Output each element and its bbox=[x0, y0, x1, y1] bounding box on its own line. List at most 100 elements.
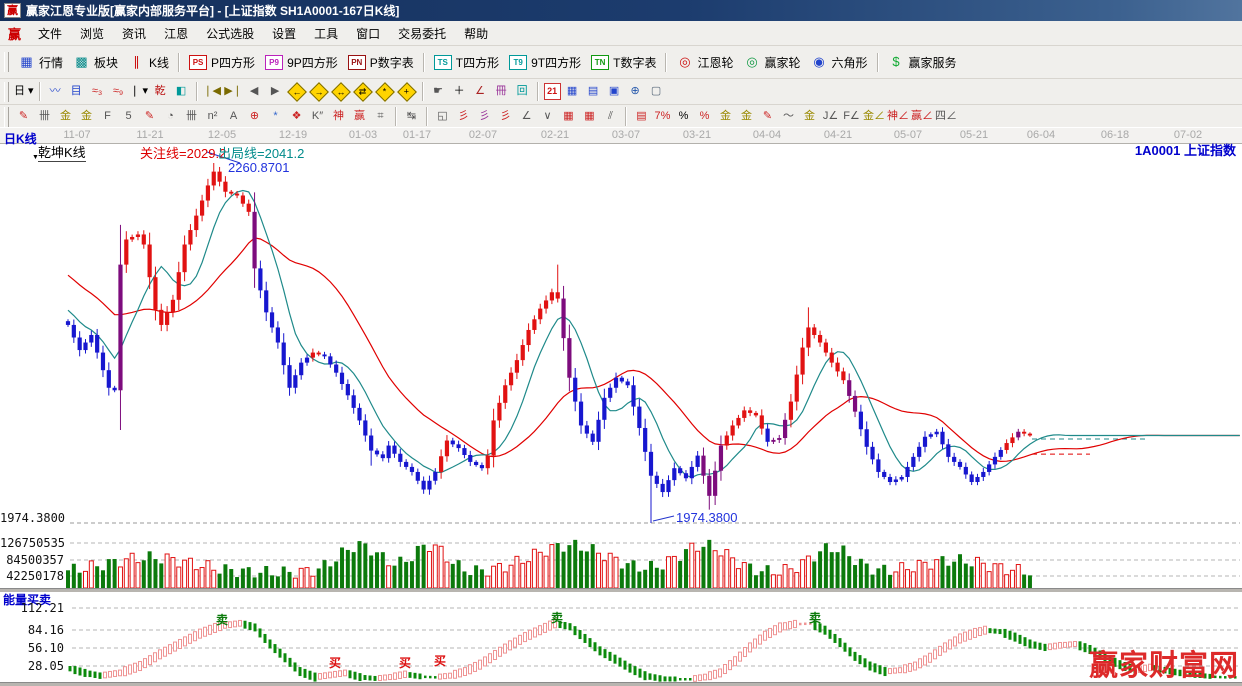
gold-gate-2-icon[interactable]: 金 bbox=[81, 110, 92, 122]
remote-data-icon[interactable]: ▢ bbox=[650, 85, 662, 97]
fan-box-purple-icon[interactable]: 彡 bbox=[479, 110, 490, 122]
shift-left-icon[interactable]: ← bbox=[286, 81, 307, 102]
quotes-button[interactable]: ▦ 行情 bbox=[13, 51, 68, 74]
winner-wheel-button[interactable]: ◎ 赢家轮 bbox=[738, 51, 805, 74]
menu-formula-stock-pick[interactable]: 公式选股 bbox=[206, 26, 255, 41]
gold-line-icon[interactable]: 金 bbox=[741, 110, 752, 122]
p-square-button[interactable]: PS P四方形 bbox=[184, 51, 260, 74]
gold-angle-icon[interactable]: 金∠ bbox=[863, 110, 885, 122]
wave-9-icon[interactable]: ≈₉ bbox=[112, 85, 124, 97]
time-cycle-icon[interactable]: ◔ bbox=[167, 110, 174, 122]
j-angle-icon[interactable]: J∠ bbox=[822, 110, 839, 122]
kline-button[interactable]: ∥ K线 bbox=[123, 51, 174, 74]
width-marker-icon[interactable]: ↹ bbox=[406, 110, 417, 122]
gold-gate-icon[interactable]: 金 bbox=[60, 110, 71, 122]
n-squared-icon[interactable]: n² bbox=[207, 110, 218, 122]
menu-trade-order[interactable]: 交易委托 bbox=[398, 26, 447, 41]
menu-window[interactable]: 窗口 bbox=[356, 26, 381, 41]
compass-target-icon[interactable]: ⊕ bbox=[249, 110, 260, 122]
angle-rays-icon[interactable]: ∠ bbox=[521, 110, 532, 122]
seven-percent-icon[interactable]: 7% bbox=[654, 110, 671, 122]
brush-icon[interactable]: ✎ bbox=[18, 110, 29, 122]
toolbar-grip[interactable] bbox=[4, 52, 9, 72]
menu-tools[interactable]: 工具 bbox=[314, 26, 339, 41]
info-panel-icon[interactable]: 目 bbox=[70, 85, 82, 97]
9p-square-button[interactable]: P9 9P四方形 bbox=[260, 51, 343, 74]
wave-3-icon[interactable]: ≈₃ bbox=[91, 85, 103, 97]
gann-shape-icon[interactable]: 冊 bbox=[495, 85, 507, 97]
kline-period-dropdown[interactable]: 日 ▾ bbox=[14, 85, 34, 97]
starburst-icon[interactable]: * bbox=[273, 110, 278, 122]
menu-news[interactable]: 资讯 bbox=[122, 26, 147, 41]
profile-histogram-icon[interactable]: ◧ bbox=[175, 85, 187, 97]
gold-underline-icon[interactable]: 金 bbox=[804, 110, 815, 122]
menu-gann[interactable]: 江恩 bbox=[164, 26, 189, 41]
v-wave-icon[interactable]: ∨ bbox=[543, 110, 552, 122]
compress-horizontal-icon[interactable]: ⇄ bbox=[352, 81, 373, 102]
angle-measure-icon[interactable]: ∠ bbox=[475, 85, 486, 97]
k-quote-icon[interactable]: K″ bbox=[311, 110, 324, 122]
percent-icon[interactable]: % bbox=[678, 110, 689, 122]
fan-box-red-icon[interactable]: 彡 bbox=[500, 110, 511, 122]
hatch-ruler-icon[interactable]: 卌 bbox=[39, 110, 50, 122]
star-grid-icon[interactable]: ❖ bbox=[291, 110, 302, 122]
hatch-2-icon[interactable]: 卌 bbox=[186, 110, 197, 122]
kline-style-dropdown[interactable]: 乾坤K线 bbox=[38, 142, 86, 162]
f-gate-icon[interactable]: F bbox=[104, 110, 111, 122]
menu-file[interactable]: 文件 bbox=[38, 26, 63, 41]
ying-icon[interactable]: 赢 bbox=[354, 110, 365, 122]
ruler-123-icon[interactable]: ⌗ bbox=[377, 110, 384, 122]
qiankun-stamp-icon[interactable]: 乾 bbox=[154, 85, 166, 97]
t-number-table-button[interactable]: TN T数字表 bbox=[586, 51, 661, 74]
shift-right-icon[interactable]: → bbox=[308, 81, 329, 102]
sectors-button[interactable]: ▩ 板块 bbox=[68, 51, 123, 74]
nav-first-icon[interactable]: ❘◀ bbox=[203, 85, 221, 97]
pattern-overlay-icon[interactable]: 〰 bbox=[49, 85, 61, 97]
zoom-out-all-icon[interactable]: * bbox=[374, 81, 395, 102]
a-channel-icon[interactable]: A bbox=[229, 110, 238, 122]
toolbar-grip[interactable] bbox=[4, 106, 9, 127]
measure-table-icon[interactable]: ▤ bbox=[636, 110, 647, 122]
web-update-icon[interactable]: ⊕ bbox=[630, 85, 640, 97]
wave-shape-icon[interactable]: 回 bbox=[516, 85, 528, 97]
calendar-icon[interactable]: 21 bbox=[543, 83, 561, 100]
gold-circle-icon[interactable]: 金 bbox=[720, 110, 731, 122]
notes-icon[interactable]: ▤ bbox=[587, 85, 599, 97]
t-square-button[interactable]: TS T四方形 bbox=[429, 51, 504, 74]
gann-wheel-button[interactable]: ◎ 江恩轮 bbox=[671, 51, 738, 74]
percent-line-icon[interactable]: % bbox=[699, 110, 710, 122]
ink-pen-icon[interactable]: ✎ bbox=[762, 110, 773, 122]
crosshair-icon[interactable]: ＋ bbox=[453, 85, 465, 97]
menu-settings[interactable]: 设置 bbox=[272, 26, 297, 41]
p-number-table-button[interactable]: PN P数字表 bbox=[343, 51, 419, 74]
red-brush-icon[interactable]: ✎ bbox=[144, 110, 155, 122]
shen-icon[interactable]: 神 bbox=[333, 110, 344, 122]
menu-help[interactable]: 帮助 bbox=[464, 26, 489, 41]
9t-square-button[interactable]: T9 9T四方形 bbox=[504, 51, 586, 74]
hexagon-button[interactable]: ◉ 六角形 bbox=[806, 51, 873, 74]
nav-last-icon[interactable]: ▶❘ bbox=[224, 85, 242, 97]
winner-service-button[interactable]: $ 赢家服务 bbox=[883, 51, 962, 74]
calculator-icon[interactable]: ▦ bbox=[566, 85, 578, 97]
shen-angle-icon[interactable]: 神∠ bbox=[887, 110, 909, 122]
chart-canvas[interactable] bbox=[0, 127, 1242, 686]
pan-hand-icon[interactable]: ☛ bbox=[433, 85, 444, 97]
nav-prev-icon[interactable]: ◀ bbox=[249, 85, 259, 97]
ying-angle-icon[interactable]: 赢∠ bbox=[911, 110, 933, 122]
wave-channel-icon[interactable]: ～ bbox=[783, 110, 794, 122]
grid-red-icon[interactable]: ▦ bbox=[563, 110, 574, 122]
zoom-fit-icon[interactable]: + bbox=[396, 81, 417, 102]
candle-style-dropdown[interactable]: ❘ ▾ bbox=[130, 85, 148, 97]
five-gate-icon[interactable]: 5 bbox=[125, 110, 132, 122]
box-corner-icon[interactable]: ◱ bbox=[437, 110, 448, 122]
menu-browse[interactable]: 浏览 bbox=[80, 26, 105, 41]
f-angle-icon[interactable]: F∠ bbox=[843, 110, 860, 122]
si-angle-icon[interactable]: 四∠ bbox=[935, 110, 957, 122]
fan-lines-icon[interactable]: 彡 bbox=[458, 110, 469, 122]
toolbar-grip[interactable] bbox=[4, 81, 9, 102]
nav-next-icon[interactable]: ▶ bbox=[270, 85, 280, 97]
grid-red-2-icon[interactable]: ▦ bbox=[584, 110, 595, 122]
save-icon[interactable]: ▣ bbox=[608, 85, 620, 97]
expand-horizontal-icon[interactable]: ↔ bbox=[330, 81, 351, 102]
parallel-lines-icon[interactable]: ⫽ bbox=[608, 110, 613, 122]
